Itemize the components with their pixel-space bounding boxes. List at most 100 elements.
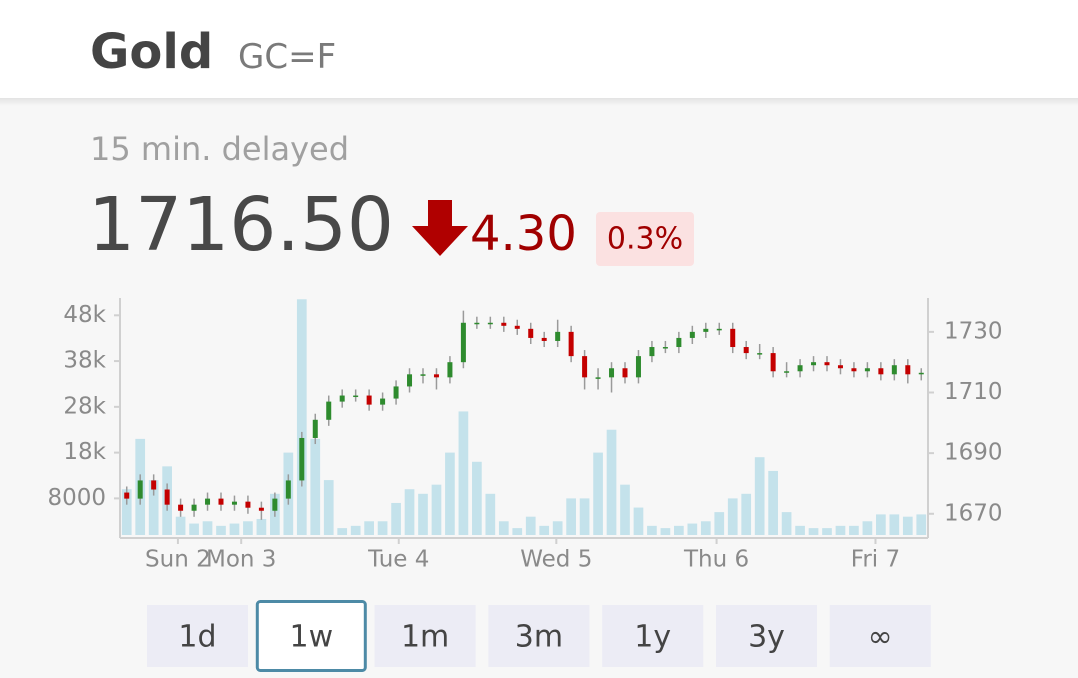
volume-bar — [606, 429, 617, 535]
volume-bar — [552, 521, 563, 535]
price: 1716.50 — [88, 182, 394, 268]
volume-bar — [175, 516, 186, 535]
volume-bar — [700, 521, 711, 535]
candle-body — [851, 368, 857, 372]
candle-body — [487, 322, 493, 325]
candle-body — [420, 374, 426, 376]
range-button-label[interactable]: 3m — [515, 620, 563, 655]
volume-bar — [593, 452, 603, 535]
header-bar — [0, 0, 1078, 98]
candle-body — [299, 437, 305, 481]
volume-bar — [727, 498, 738, 535]
x-tick-label: Wed 5 — [520, 547, 592, 573]
down-arrow — [412, 200, 468, 256]
y2-tick-label: 1690 — [944, 440, 1003, 466]
volume-bar — [620, 484, 630, 535]
volume-bar — [525, 516, 536, 535]
candle-body — [730, 328, 736, 348]
volume-bar — [296, 299, 307, 535]
volume-bar — [849, 525, 859, 535]
candle-body — [541, 337, 547, 341]
candle-body — [151, 480, 157, 490]
volume-bar — [647, 525, 657, 535]
candle-body — [797, 365, 803, 372]
volume-bar — [902, 516, 913, 535]
range-button-label[interactable]: ∞ — [868, 620, 893, 655]
candle-body — [743, 347, 749, 354]
y-tick-label: 18k — [63, 439, 106, 465]
y2-tick-label: 1670 — [944, 500, 1003, 526]
volume-bar — [310, 438, 321, 535]
volume-bar — [660, 528, 671, 535]
candle-body — [433, 374, 439, 378]
volume-bar — [350, 525, 361, 535]
range-button[interactable] — [374, 605, 476, 667]
volume-bar — [674, 525, 684, 535]
volume-bar — [781, 512, 792, 535]
candle-body — [784, 371, 790, 373]
range-button-label[interactable]: 1y — [634, 620, 671, 655]
range-button[interactable] — [488, 605, 590, 667]
delay-note: 15 min. delayed — [90, 130, 349, 168]
candle-body — [326, 401, 332, 420]
candle-body — [595, 377, 601, 379]
volume-bar — [754, 457, 765, 535]
volume-bar — [862, 521, 873, 535]
candle-body — [716, 328, 722, 331]
volume-bar — [795, 525, 805, 535]
volume-bar — [633, 507, 644, 535]
candle-body — [609, 368, 615, 378]
candle-body — [757, 353, 763, 355]
volume-bar — [835, 525, 846, 535]
candle-body — [649, 347, 655, 357]
range-button[interactable] — [716, 605, 817, 667]
volume-bar — [579, 498, 590, 535]
candle-body — [285, 480, 291, 499]
volume-bar — [121, 489, 132, 535]
volume-bar — [418, 493, 428, 535]
volume-bar — [822, 528, 832, 535]
candle-body — [689, 331, 695, 338]
candle-body — [918, 372, 924, 375]
candle-body — [501, 322, 507, 326]
volume-bar — [391, 502, 401, 535]
range-button-label[interactable]: 1w — [289, 620, 333, 655]
candle-body — [811, 362, 817, 366]
range-button[interactable] — [602, 605, 704, 667]
volume-bar — [202, 521, 213, 535]
candle-body — [339, 395, 345, 402]
y2-tick-label: 1710 — [944, 379, 1003, 405]
volume-bar — [364, 521, 374, 535]
candle-body — [312, 419, 318, 438]
candle-body — [124, 492, 130, 499]
x-tick-label: Tue 4 — [367, 547, 429, 573]
y2-tick-label: 1730 — [944, 318, 1003, 344]
chart: 8000 18k 28k 38k 48k 1670 1690 1710 1730 Sun 2Mon… — [47, 298, 1003, 573]
percent-badge — [596, 212, 694, 266]
candle-body — [770, 353, 776, 372]
y-tick-label: 28k — [63, 393, 106, 419]
x-tick-label: Fri 7 — [851, 547, 900, 573]
volume-bar — [889, 514, 900, 535]
range-button-label[interactable]: 1m — [401, 620, 449, 655]
range-button[interactable] — [255, 600, 367, 672]
candle-body — [676, 337, 682, 348]
volume-bar — [323, 480, 334, 535]
volume-bar — [741, 493, 752, 535]
candle-body — [662, 347, 668, 349]
volume-bar — [189, 523, 199, 535]
volume-bar — [337, 528, 348, 535]
candle-body — [258, 507, 264, 511]
x-tick-label: Thu 6 — [683, 547, 749, 573]
candle-body — [447, 362, 453, 378]
range-buttons: 1d 1w 1m 3m 1y 3y ∞ — [147, 600, 931, 672]
candle-body — [837, 365, 843, 369]
range-button-label[interactable]: 1d — [178, 620, 216, 655]
range-button-label[interactable]: 3y — [748, 620, 785, 655]
range-button[interactable] — [829, 605, 931, 667]
volume-bar — [229, 523, 240, 535]
candle-body — [703, 328, 709, 332]
range-button[interactable] — [147, 605, 248, 667]
